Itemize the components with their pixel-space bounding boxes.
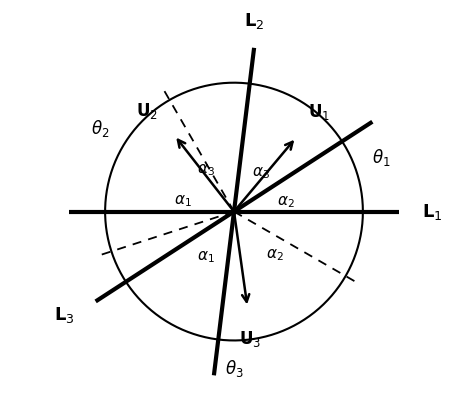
Text: $\mathbf{U}_{1}$: $\mathbf{U}_{1}$ [308,102,330,122]
Text: $\alpha_{2}$: $\alpha_{2}$ [266,247,284,263]
Text: $\alpha_{1}$: $\alpha_{1}$ [197,249,214,265]
Text: $\mathbf{U}_{2}$: $\mathbf{U}_{2}$ [136,101,158,121]
Text: $\mathbf{L}_{2}$: $\mathbf{L}_{2}$ [244,11,264,31]
Text: $\alpha_{1}$: $\alpha_{1}$ [174,194,191,209]
Text: $\theta_{2}$: $\theta_{2}$ [91,118,110,139]
Text: $\alpha_{2}$: $\alpha_{2}$ [277,195,294,210]
Text: $\mathbf{U}_{3}$: $\mathbf{U}_{3}$ [239,329,261,349]
Text: $\alpha_{3}$: $\alpha_{3}$ [197,163,215,178]
Text: $\mathbf{L}_{1}$: $\mathbf{L}_{1}$ [422,201,443,222]
Text: $\theta_{1}$: $\theta_{1}$ [373,147,391,168]
Text: $\theta_{3}$: $\theta_{3}$ [225,358,243,379]
Text: $\alpha_{3}$: $\alpha_{3}$ [252,165,270,181]
Text: $\mathbf{L}_{3}$: $\mathbf{L}_{3}$ [54,306,74,326]
